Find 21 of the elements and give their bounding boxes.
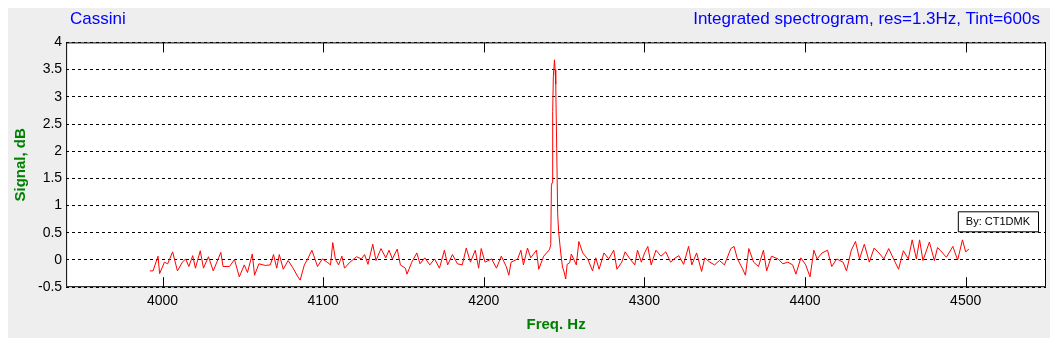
y-tick-label: -0.5 <box>38 278 63 295</box>
chart-title: Cassini <box>70 8 126 30</box>
y-tick-label: 0.5 <box>42 223 63 240</box>
x-tick-label: 4100 <box>307 292 339 309</box>
x-tick-label: 4300 <box>628 292 661 309</box>
y-tick-label: 0 <box>54 250 63 267</box>
y-tick-label: 4 <box>54 33 63 50</box>
x-tick-label: 4400 <box>789 292 821 309</box>
y-tick-label: 1.5 <box>42 169 63 186</box>
x-tick-label: 4500 <box>950 292 982 309</box>
y-tick-label: 3.5 <box>42 60 63 77</box>
chart-subtitle: Integrated spectrogram, res=1.3Hz, Tint=600s <box>693 8 1040 30</box>
x-axis-title: Freq. Hz <box>526 315 586 333</box>
y-tick-label: 2 <box>54 142 63 159</box>
x-tick-label: 4200 <box>468 292 500 309</box>
y-tick-label: 1 <box>54 196 63 213</box>
y-axis-title: Signal, dB <box>11 127 29 202</box>
y-tick-label: 2.5 <box>42 114 63 131</box>
y-tick-label: 3 <box>54 87 63 104</box>
annotation: By: CT1DMK <box>965 215 1031 228</box>
x-tick-label: 4000 <box>146 292 179 309</box>
